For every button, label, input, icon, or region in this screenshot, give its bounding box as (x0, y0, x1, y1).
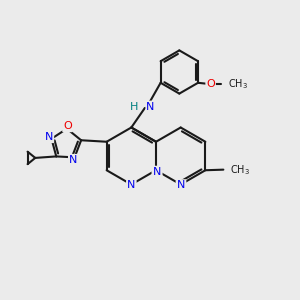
Text: N: N (176, 181, 185, 191)
Text: N: N (69, 155, 77, 165)
Text: O: O (206, 79, 215, 89)
Text: H: H (130, 101, 138, 112)
Text: N: N (177, 180, 185, 190)
Text: N: N (45, 132, 53, 142)
Text: N: N (127, 181, 136, 191)
Text: N: N (146, 101, 155, 112)
Text: N: N (152, 167, 161, 177)
Text: N: N (127, 180, 136, 190)
Text: N: N (153, 167, 162, 177)
Text: CH$_3$: CH$_3$ (228, 77, 248, 91)
Text: CH$_3$: CH$_3$ (230, 163, 250, 176)
Text: O: O (63, 121, 72, 131)
